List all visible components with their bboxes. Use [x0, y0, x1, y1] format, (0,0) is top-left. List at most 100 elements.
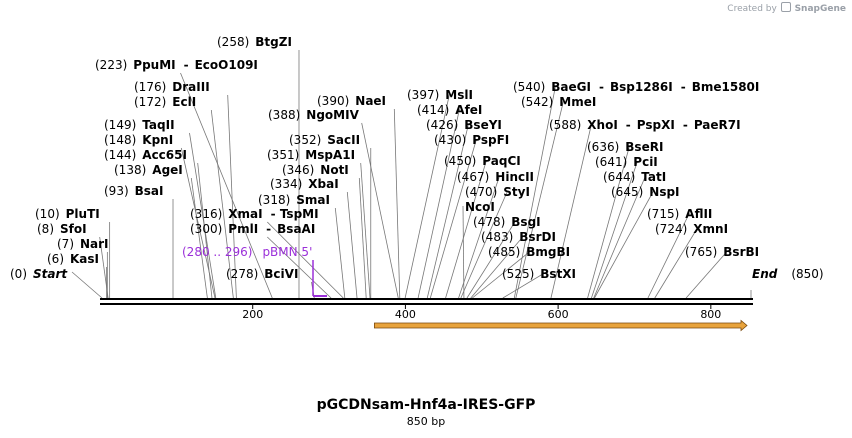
primer-annotation: (280 .. 296) pBMN 5'	[182, 245, 327, 297]
site-leader-lines	[71, 50, 752, 299]
site-position: (540)	[513, 80, 545, 94]
site-label-aflii: (715) AflII	[647, 207, 712, 221]
leader-line	[334, 207, 346, 299]
leader-line	[393, 108, 401, 299]
site-name-alt: Bsp1286I	[610, 80, 673, 94]
site-label-xmni: (724) XmnI	[655, 222, 728, 236]
site-label-xbai: (334) XbaI	[270, 177, 339, 191]
site-name: BtgZI	[255, 35, 292, 49]
site-position: (0)	[10, 267, 27, 281]
site-label-sacii: (352) SacII	[289, 133, 360, 147]
site-label-kpni: (148) KpnI	[104, 133, 173, 147]
site-name: EclI	[172, 95, 196, 109]
leader-line	[654, 227, 698, 299]
leader-line	[426, 123, 469, 299]
leader-line	[429, 138, 477, 299]
site-label-nspi: (645) NspI	[611, 185, 680, 199]
site-name: BsaI	[135, 184, 164, 198]
leader-line	[99, 236, 109, 299]
site-position: (10)	[35, 207, 60, 221]
site-label-xmai: (316) XmaI - TspMI	[190, 207, 319, 221]
site-position: (430)	[434, 133, 466, 147]
site-label-pluti: (10) PluTI	[35, 207, 100, 221]
site-label-end: End (850)	[752, 267, 824, 281]
site-label-ncoi: NcoI	[465, 200, 495, 214]
site-position: (334)	[270, 177, 302, 191]
site-name: BmgBI	[526, 245, 570, 259]
site-name-alt: BsaAI	[277, 222, 315, 236]
site-label-bsrdi: (483) BsrDI	[481, 230, 556, 244]
site-position: (278)	[226, 267, 258, 281]
site-position: (467)	[457, 170, 489, 184]
site-label-naei: (390) NaeI	[317, 94, 386, 108]
leader-line	[71, 271, 103, 299]
leader-line	[267, 236, 332, 299]
site-name: TatI	[641, 170, 666, 184]
leader-line	[210, 109, 234, 299]
site-label-nari: (7) NarI	[57, 237, 109, 251]
site-name-alt: TspMI	[280, 207, 319, 221]
leader-line	[267, 221, 344, 299]
credit-prefix: Created by	[727, 4, 777, 14]
site-position: (645)	[611, 185, 643, 199]
site-label-afei: (414) AfeI	[417, 103, 482, 117]
site-position: (172)	[134, 95, 166, 109]
site-name: DraIII	[172, 80, 209, 94]
site-name: BseYI	[464, 118, 502, 132]
site-label-acc65i: (144) Acc65I	[104, 148, 187, 162]
site-position: (8)	[37, 222, 54, 236]
site-name: BciVI	[264, 267, 298, 281]
site-label-mmei: (542) MmeI	[521, 95, 596, 109]
site-label-sfoi: (8) SfoI	[37, 222, 87, 236]
site-position: (485)	[488, 245, 520, 259]
leader-line	[458, 175, 500, 299]
leader-line	[550, 123, 592, 299]
site-name: MspA1I	[305, 148, 355, 162]
site-name: AfeI	[455, 103, 482, 117]
site-name-alt: PspXI	[637, 118, 675, 132]
site-position: (300)	[190, 222, 222, 236]
site-separator: -	[626, 118, 631, 132]
site-name: NaeI	[355, 94, 386, 108]
site-name: NgoMIV	[306, 108, 359, 122]
site-label-pmli: (300) PmlI - BsaAI	[190, 222, 315, 236]
leader-line	[445, 159, 487, 299]
site-name: Acc65I	[142, 148, 187, 162]
leader-line	[685, 250, 728, 299]
site-name: KpnI	[142, 133, 173, 147]
site-label-bcivi: (278) BciVI	[226, 267, 298, 281]
site-name: BsgI	[511, 215, 540, 229]
site-separator: -	[271, 207, 276, 221]
leader-line	[417, 108, 460, 299]
site-label-pspfi: (430) PspFI	[434, 133, 509, 147]
site-position: (176)	[134, 80, 166, 94]
site-label-pcii: (641) PciI	[595, 155, 658, 169]
site-label-hincii: (467) HincII	[457, 170, 534, 184]
site-name: BsrDI	[519, 230, 556, 244]
site-name: AgeI	[152, 163, 182, 177]
feature-orf-arrow[interactable]	[373, 319, 748, 332]
site-position: (258)	[217, 35, 249, 49]
site-position: (390)	[317, 94, 349, 108]
leader-line	[360, 162, 371, 299]
site-position: (6)	[47, 252, 64, 266]
site-name: PciI	[633, 155, 658, 169]
site-name: HincII	[495, 170, 534, 184]
leader-line	[189, 132, 217, 299]
site-position: (93)	[104, 184, 129, 198]
site-position: (144)	[104, 148, 136, 162]
leader-line	[404, 93, 450, 299]
primer-range: (280 .. 296)	[182, 245, 252, 259]
axis-tick-label: 600	[548, 308, 569, 321]
site-position: (138)	[114, 163, 146, 177]
site-name: BsrBI	[723, 245, 759, 259]
leader-line	[361, 122, 399, 299]
site-label-bsai: (93) BsaI	[104, 184, 164, 198]
site-name: NotI	[320, 163, 349, 177]
site-name: TaqII	[142, 118, 174, 132]
site-label-styi: (470) StyI	[465, 185, 530, 199]
site-name: StyI	[503, 185, 530, 199]
site-name-alt: EcoO109I	[195, 58, 258, 72]
site-label-bseyi: (426) BseYI	[426, 118, 502, 132]
leader-line	[462, 205, 465, 299]
